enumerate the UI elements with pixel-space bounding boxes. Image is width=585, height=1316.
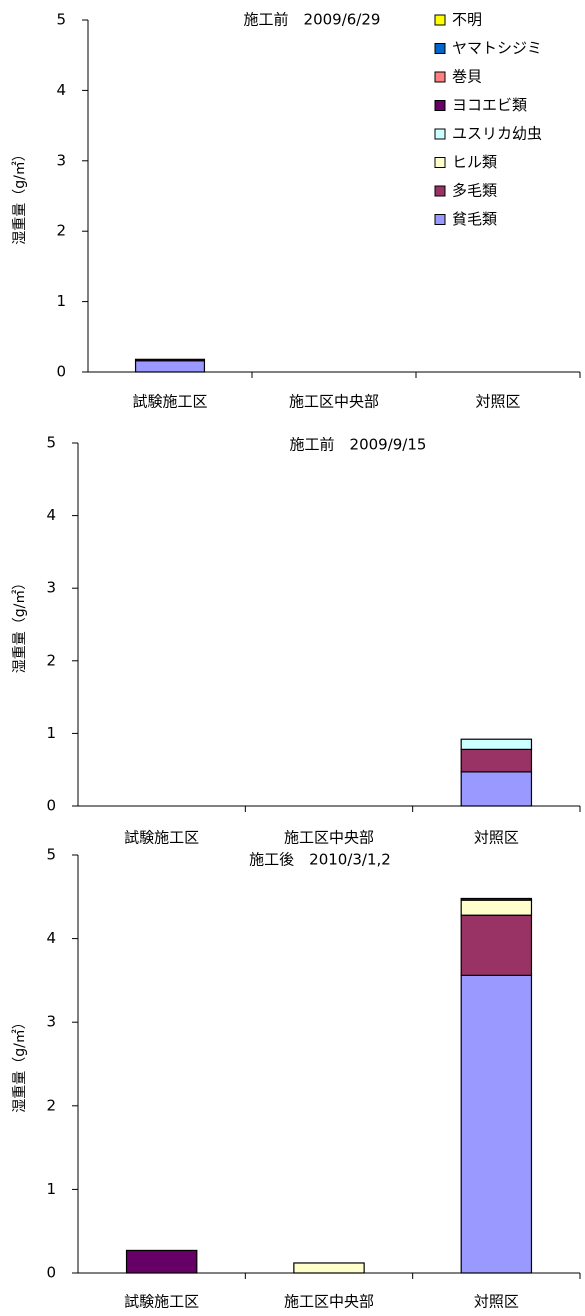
legend-swatch (434, 43, 446, 54)
legend-swatch (434, 71, 446, 83)
y-tick-label: 1 (56, 292, 66, 310)
legend-label: ヤマトシジミ (452, 39, 542, 57)
y-tick-label: 0 (56, 363, 66, 381)
chart-title: 施工前 2009/9/15 (290, 436, 427, 454)
bar-segment (460, 897, 533, 901)
y-tick-label: 3 (56, 151, 66, 169)
y-tick-label: 5 (46, 434, 56, 452)
bar-segment (460, 738, 533, 750)
y-tick-label: 5 (46, 846, 56, 864)
y-tick-label: 4 (46, 929, 56, 947)
x-tick-label: 対照区 (475, 393, 520, 411)
y-tick-label: 1 (46, 1180, 56, 1198)
legend-swatch (434, 100, 446, 111)
bar-segment (134, 360, 206, 373)
x-tick-label: 施工区中央部 (284, 829, 374, 847)
y-tick-label: 0 (46, 1264, 56, 1282)
legend-swatch (434, 185, 446, 197)
bar-segment (460, 914, 533, 976)
legend-label: 多毛類 (452, 182, 497, 200)
y-tick-label: 4 (56, 81, 66, 99)
x-tick-label: 対照区 (474, 1293, 519, 1311)
y-tick-label: 2 (46, 1096, 56, 1114)
bar-segment (460, 899, 533, 916)
chart-title: 施工前 2009/6/29 (244, 11, 381, 29)
x-tick-label: 施工区中央部 (284, 1293, 374, 1311)
bar-segment (125, 1249, 198, 1274)
legend-swatch (434, 14, 446, 26)
legend-label: 巻貝 (452, 68, 482, 86)
x-tick-label: 対照区 (474, 829, 519, 847)
bar-segment (460, 748, 533, 773)
bar-segment (134, 358, 206, 362)
x-tick-label: 試験施工区 (132, 393, 207, 411)
y-axis-label: 湿重量（g/㎡） (12, 147, 28, 245)
x-tick-label: 試験施工区 (124, 1293, 199, 1311)
y-tick-label: 5 (56, 11, 66, 29)
y-tick-label: 2 (46, 651, 56, 669)
legend-swatch (434, 214, 446, 225)
x-tick-label: 試験施工区 (124, 829, 199, 847)
y-axis-label: 湿重量（g/㎡） (12, 1015, 28, 1113)
bar-segment (293, 1262, 365, 1274)
y-tick-label: 0 (46, 797, 56, 815)
y-tick-label: 3 (46, 579, 56, 597)
y-tick-label: 2 (56, 222, 66, 240)
legend-label: ヨコエビ類 (452, 96, 527, 114)
x-tick-label: 施工区中央部 (289, 393, 379, 411)
legend-label: 不明 (452, 11, 482, 29)
y-axis-label: 湿重量（g/㎡） (12, 576, 28, 674)
bar-segment (460, 974, 533, 1274)
y-tick-label: 1 (46, 724, 56, 742)
legend-swatch (434, 157, 446, 168)
bar-segment (460, 771, 533, 807)
y-tick-label: 4 (46, 506, 56, 524)
y-tick-label: 3 (46, 1013, 56, 1031)
chart-title: 施工後 2010/3/1,2 (249, 851, 391, 869)
legend-label: ヒル類 (452, 153, 497, 171)
legend-swatch (434, 128, 446, 140)
legend-label: ユスリカ幼虫 (452, 125, 542, 143)
legend-label: 貧毛類 (452, 210, 497, 228)
